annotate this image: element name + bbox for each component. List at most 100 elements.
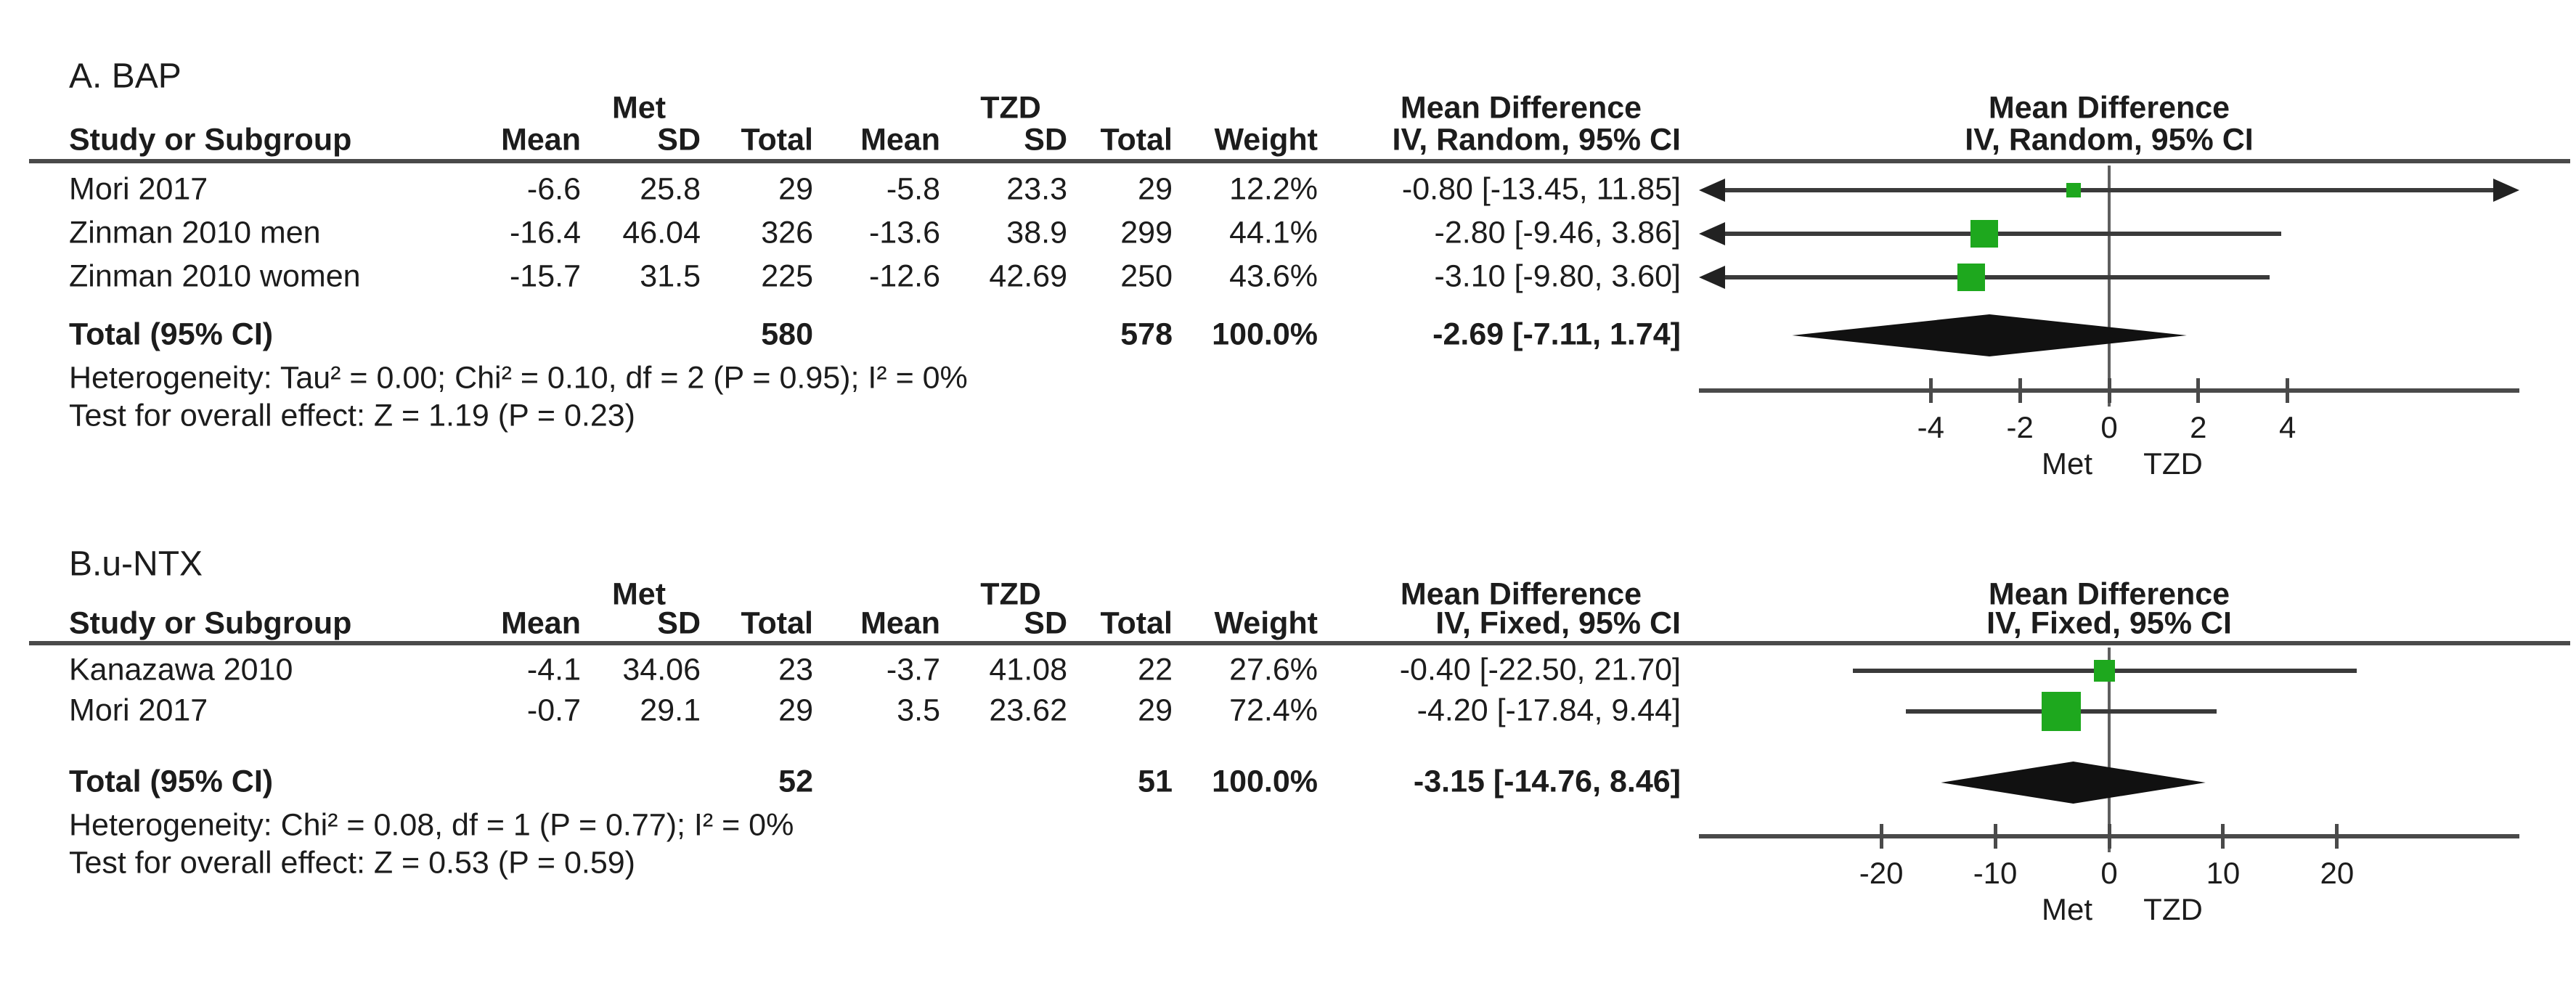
study-cell-ci_text: -4.20 [-17.84, 9.44] [1417,693,1681,728]
group-header-met: Met [611,576,667,612]
column-header-ci: IV, Random, 95% CI [1392,122,1681,158]
study-cell-met-sd: 31.5 [640,258,701,294]
study-cell-tzd-total: 22 [1138,652,1173,687]
study-cell-met-sd: 34.06 [622,652,701,687]
axis-tick [1993,824,1997,849]
overall-effect-text: Test for overall effect: Z = 1.19 (P = 0… [69,398,635,433]
study-cell-tzd-mean: -13.6 [868,215,940,250]
study-cell-met-total: 225 [761,258,813,294]
study-cell-weight: 43.6% [1229,258,1318,294]
column-header-total-5: Total [1100,605,1173,641]
total-ci-text: -3.15 [-14.76, 8.46] [1413,764,1681,799]
study-name: Zinman 2010 men [69,215,321,250]
ci-arrow-left [1699,222,1725,245]
column-header-total-5: Total [1100,122,1173,158]
study-cell-tzd-sd: 23.3 [1006,171,1067,207]
axis-tick-label: 0 [2100,856,2118,891]
column-header-weight-6: Weight [1214,605,1318,641]
header-rule [29,159,2570,163]
axis-label-tzd: TZD [2143,446,2203,481]
study-cell-ci_text: -2.80 [-9.46, 3.86] [1434,215,1681,250]
axis-tick-label: 2 [2190,410,2207,445]
study-cell-met-total: 29 [778,171,813,207]
study-cell-weight: 12.2% [1229,171,1318,207]
total-ci-text: -2.69 [-7.11, 1.74] [1432,317,1681,352]
total-met-n: 580 [761,317,813,352]
study-cell-met-mean: -0.7 [526,693,581,728]
total-met-n: 52 [778,764,813,799]
axis-label-met: Met [2041,892,2093,927]
total-tzd-n: 51 [1138,764,1173,799]
column-header-mean-3: Mean [860,605,940,641]
effect-square [2066,182,2082,198]
summary-diamond [1941,762,2206,804]
total-weight: 100.0% [1212,317,1318,352]
column-header-study: Study or Subgroup [69,122,352,158]
axis-tick [1928,378,1933,403]
overall-effect-text: Test for overall effect: Z = 0.53 (P = 0… [69,845,635,881]
study-cell-weight: 44.1% [1229,215,1318,250]
axis-tick-label: 4 [2278,410,2296,445]
zero-line [2108,648,2111,852]
axis-tick [2221,824,2225,849]
study-cell-tzd-sd: 38.9 [1006,215,1067,250]
study-cell-tzd-mean: 3.5 [897,693,940,728]
column-header-sd-4: SD [1024,122,1067,158]
study-cell-tzd-total: 250 [1120,258,1173,294]
effect-square [2094,660,2116,682]
column-header-mean-0: Mean [501,122,581,158]
study-cell-tzd-mean: -3.7 [886,652,940,687]
axis-tick-label: -2 [2006,410,2034,445]
study-cell-tzd-sd: 23.62 [989,693,1067,728]
axis-tick-label: -4 [1917,410,1945,445]
zero-line [2108,166,2111,407]
effect-square [1970,219,1999,248]
study-cell-met-mean: -4.1 [526,652,581,687]
study-name: Mori 2017 [69,693,208,728]
axis-tick-label: -20 [1859,856,1904,891]
column-header-sd-4: SD [1024,605,1067,641]
column-header-sd-1: SD [657,605,701,641]
ci-arrow-left [1699,179,1725,202]
column-header-sd-1: SD [657,122,701,158]
effect-column-header: Mean Difference [1400,90,1642,126]
study-cell-weight: 72.4% [1229,693,1318,728]
axis-tick [2107,378,2111,403]
axis-tick [2107,824,2111,849]
axis-tick-label: -10 [1973,856,2018,891]
study-cell-ci_text: -0.40 [-22.50, 21.70] [1399,652,1681,687]
column-header-ci: IV, Fixed, 95% CI [1435,605,1681,641]
header-rule [29,641,2570,645]
study-cell-tzd-total: 299 [1120,215,1173,250]
panel-title: B.u-NTX [69,544,203,584]
axis-tick-label: 10 [2206,856,2241,891]
axis-tick [1879,824,1883,849]
column-header-total-2: Total [741,605,813,641]
study-cell-weight: 27.6% [1229,652,1318,687]
study-cell-tzd-total: 29 [1138,171,1173,207]
study-cell-tzd-sd: 42.69 [989,258,1067,294]
ci-line [1721,232,2282,236]
column-header-study: Study or Subgroup [69,605,352,641]
effect-square [1957,264,1985,291]
study-cell-met-sd: 46.04 [622,215,701,250]
plot-subheader: IV, Random, 95% CI [1965,122,2254,158]
study-cell-met-mean: -6.6 [526,171,581,207]
effect-square [2042,692,2081,731]
panel-title: A. BAP [69,57,182,96]
plot-header: Mean Difference [1988,90,2230,126]
study-name: Kanazawa 2010 [69,652,293,687]
study-cell-met-sd: 25.8 [640,171,701,207]
ci-arrow-left [1699,266,1725,289]
study-cell-met-mean: -15.7 [509,258,581,294]
column-header-weight-6: Weight [1214,122,1318,158]
axis-tick-label: 0 [2100,410,2118,445]
study-cell-tzd-sd: 41.08 [989,652,1067,687]
ci-line [1721,188,2498,192]
heterogeneity-text: Heterogeneity: Chi² = 0.08, df = 1 (P = … [69,807,794,843]
study-cell-met-mean: -16.4 [509,215,581,250]
plot-header: Mean Difference [1988,576,2230,612]
axis-tick [2286,378,2290,403]
